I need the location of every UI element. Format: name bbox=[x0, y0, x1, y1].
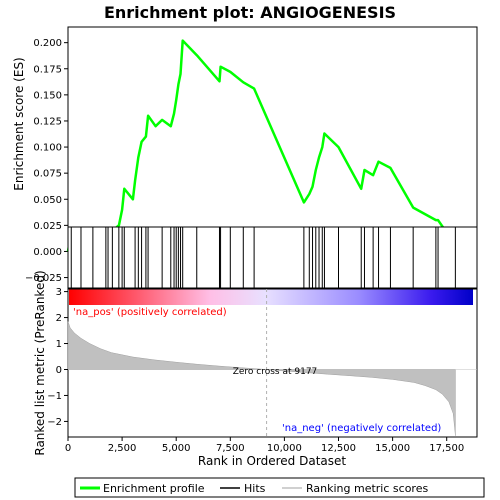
es-y-tick-label: 0.025 bbox=[33, 221, 62, 232]
legend-metric-label: Ranking metric scores bbox=[306, 482, 428, 495]
es-y-tick-label: 0.100 bbox=[33, 143, 62, 154]
metric-x-tick-label: 7,500 bbox=[216, 443, 245, 454]
metric-y-tick-label: 3 bbox=[56, 287, 62, 298]
hit-lines bbox=[70, 227, 456, 289]
metric-y-axis-label: Ranked list metric (PreRanked) bbox=[33, 270, 47, 455]
metric-x-tick-label: 12,500 bbox=[321, 443, 356, 454]
legend-box bbox=[74, 477, 485, 498]
es-y-tick-label: 0.150 bbox=[33, 90, 62, 101]
metric-x-tick-label: 17,500 bbox=[429, 443, 464, 454]
es-y-tick-label: 0.000 bbox=[33, 247, 62, 258]
metric-y-tick-label: 2 bbox=[56, 313, 62, 324]
metric-y-tick-label: −1 bbox=[47, 391, 62, 402]
es-y-tick-label: 0.200 bbox=[33, 38, 62, 49]
metric-x-tick-label: 10,000 bbox=[267, 443, 302, 454]
enrichment-y-ticks: −0.025 0.000 0.025 0.050 0.075 0.100 0.125 0.15… bbox=[25, 38, 68, 284]
metric-x-tick-label: 2,500 bbox=[108, 443, 137, 454]
ranked-metric-area bbox=[67, 321, 456, 436]
negatively-correlated-label: 'na_neg' (negatively correlated) bbox=[282, 423, 441, 434]
metric-x-ticks: 0 2,500 5,000 7,500 10,000 12,500 15,000 17,500 bbox=[65, 437, 464, 454]
enrichment-profile-line bbox=[66, 39, 457, 267]
metric-y-tick-label: 1 bbox=[56, 339, 62, 350]
es-y-tick-label: 0.175 bbox=[33, 64, 62, 75]
metric-x-axis-label: Rank in Ordered Dataset bbox=[198, 454, 346, 468]
metric-y-ticks: −2 −1 0 1 2 3 bbox=[47, 287, 68, 428]
legend-hits-label: Hits bbox=[244, 482, 266, 495]
metric-x-tick-label: 5,000 bbox=[162, 443, 191, 454]
legend: Enrichment profile Hits Ranking metric s… bbox=[74, 477, 485, 498]
metric-x-tick-label: 15,000 bbox=[375, 443, 410, 454]
chart-title: Enrichment plot: ANGIOGENESIS bbox=[104, 3, 396, 22]
metric-y-tick-label: −2 bbox=[47, 417, 62, 428]
enrichment-y-axis-label: Enrichment score (ES) bbox=[12, 57, 26, 190]
zero-cross-label: Zero cross at 9177 bbox=[233, 367, 318, 377]
es-y-tick-label: 0.050 bbox=[33, 195, 62, 206]
positively-correlated-label: 'na_pos' (positively correlated) bbox=[73, 307, 227, 318]
legend-enrichment-label: Enrichment profile bbox=[103, 482, 205, 495]
ranking-colorbar bbox=[69, 289, 473, 305]
hits-panel bbox=[67, 226, 478, 305]
hits-plot-area bbox=[67, 226, 478, 289]
ranked-metric-panel: 'na_pos' (positively correlated) 'na_neg… bbox=[33, 270, 478, 468]
es-y-tick-label: −0.025 bbox=[25, 273, 62, 284]
metric-x-tick-label: 0 bbox=[65, 443, 71, 454]
es-y-tick-label: 0.075 bbox=[33, 169, 62, 180]
metric-y-tick-label: 0 bbox=[56, 365, 62, 376]
es-y-tick-label: 0.125 bbox=[33, 116, 62, 127]
